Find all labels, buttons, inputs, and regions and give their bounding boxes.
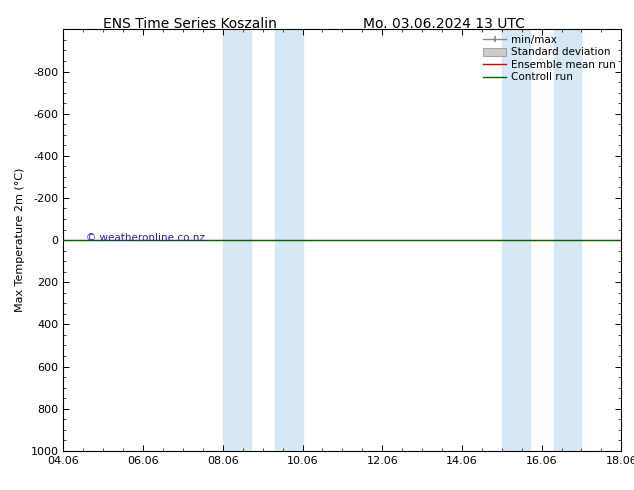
- Legend: min/max, Standard deviation, Ensemble mean run, Controll run: min/max, Standard deviation, Ensemble me…: [481, 32, 618, 84]
- Bar: [275, 29, 302, 451]
- Text: Mo. 03.06.2024 13 UTC: Mo. 03.06.2024 13 UTC: [363, 17, 525, 31]
- Bar: [501, 29, 529, 451]
- Text: ENS Time Series Koszalin: ENS Time Series Koszalin: [103, 17, 277, 31]
- Bar: [553, 29, 581, 451]
- Bar: [223, 29, 250, 451]
- Y-axis label: Max Temperature 2m (°C): Max Temperature 2m (°C): [15, 168, 25, 312]
- Text: © weatheronline.co.nz: © weatheronline.co.nz: [86, 233, 205, 243]
